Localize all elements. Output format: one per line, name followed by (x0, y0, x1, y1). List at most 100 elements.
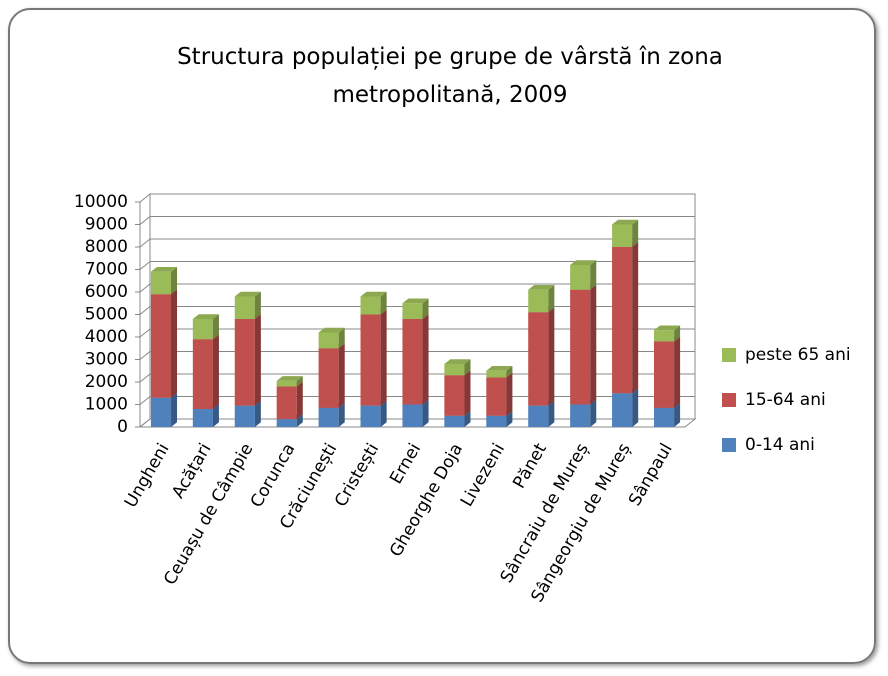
bar-side (422, 399, 429, 427)
grid-line (139, 306, 695, 315)
bar-side (464, 359, 471, 376)
bar (612, 242, 639, 394)
bar-side (632, 388, 639, 427)
bar-side (296, 414, 303, 427)
bar-front (234, 405, 255, 427)
bar (276, 376, 303, 387)
legend-swatch (722, 438, 736, 452)
bar-front (653, 341, 675, 408)
bar-front (486, 415, 507, 427)
bar-side (254, 314, 261, 406)
bar-front (486, 377, 507, 416)
grid-line (139, 216, 695, 225)
bar-front (528, 312, 549, 406)
bar-side (338, 343, 345, 408)
bar-side (590, 284, 597, 405)
bar-side (590, 260, 597, 290)
bar-front (402, 319, 423, 405)
bar (528, 284, 555, 313)
bar-front (192, 339, 213, 409)
bar-side (212, 404, 219, 427)
bar-side (380, 400, 387, 427)
grid-line (139, 328, 695, 338)
bar-top (360, 291, 387, 297)
y-tick-label: 5000 (85, 305, 128, 325)
bar (444, 370, 471, 416)
bar-side (171, 289, 178, 398)
y-tick-label: 2000 (85, 372, 128, 392)
legend-label: 15-64 ani (745, 390, 826, 410)
x-tick-label: Acățari (168, 440, 215, 502)
bar-front (402, 303, 423, 319)
bar-side (338, 327, 345, 349)
y-tick-label: 10000 (74, 192, 128, 212)
bar-side (674, 403, 681, 427)
x-tick-label: Ceuașu de Câmpie (160, 440, 257, 589)
bar-front (318, 348, 339, 408)
bar (444, 359, 471, 376)
bar (192, 334, 219, 409)
grid-line (139, 283, 695, 293)
bar-top (402, 298, 429, 304)
y-tick-label: 9000 (85, 215, 128, 235)
bar-front (192, 409, 213, 427)
bar-side (506, 410, 513, 427)
bar (150, 392, 178, 427)
bar-front (528, 289, 549, 313)
bar-top (150, 266, 178, 272)
bar-side (212, 314, 219, 340)
bar (360, 291, 387, 315)
y-tick-label: 6000 (85, 282, 128, 302)
x-tick-label: Pănet (509, 440, 551, 492)
grid-line (139, 351, 695, 360)
bar-side (506, 365, 513, 378)
bar-top (653, 325, 681, 331)
bar (150, 266, 178, 295)
grid-line (139, 193, 695, 203)
bar-front (234, 296, 255, 319)
bar-front (653, 330, 675, 342)
bar (234, 314, 261, 406)
bar (402, 298, 429, 319)
grid-line (139, 418, 695, 428)
bar-side (506, 372, 513, 416)
bar-front (486, 370, 507, 378)
y-tick-label: 3000 (85, 350, 128, 370)
bar-side (674, 325, 681, 342)
legend-label: 0-14 ani (745, 435, 815, 455)
bar-side (464, 410, 471, 427)
bar-front (612, 393, 633, 427)
bar-side (590, 399, 597, 427)
bar-side (171, 266, 178, 295)
bar (570, 284, 597, 405)
bar (318, 343, 345, 408)
bar-front (276, 419, 297, 427)
y-tick-label: 7000 (85, 260, 128, 280)
bar-front (570, 289, 591, 405)
bar-top (444, 359, 471, 364)
bar-front (570, 265, 591, 290)
bar-side (380, 309, 387, 406)
grid-line (139, 238, 695, 248)
bar-side (632, 219, 639, 247)
bar-top (276, 376, 303, 381)
bar-front (360, 405, 381, 427)
x-tick-label: Ernei (386, 440, 425, 488)
bar-top (192, 314, 219, 319)
bar-top (486, 365, 513, 371)
grid-line (139, 396, 695, 405)
bar-top (234, 291, 261, 297)
bar-side (422, 298, 429, 319)
bar (528, 307, 555, 406)
bar (612, 219, 639, 247)
bar (150, 289, 178, 398)
bar-front (570, 404, 591, 427)
bar-front (276, 386, 297, 420)
bar (486, 365, 513, 378)
bar-front (444, 375, 465, 416)
bar-front (612, 224, 633, 247)
bar (653, 336, 681, 408)
bar-side (212, 334, 219, 409)
y-tick-label: 4000 (85, 327, 128, 347)
